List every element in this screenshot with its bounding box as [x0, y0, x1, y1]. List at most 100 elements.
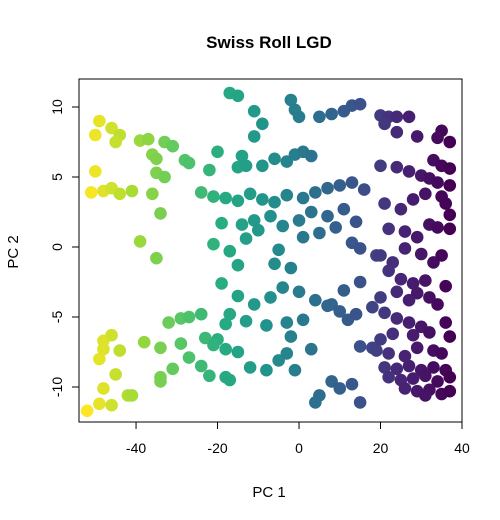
y-tick-label: -5: [49, 311, 65, 324]
data-point: [329, 221, 342, 234]
data-point: [93, 352, 106, 366]
data-point: [231, 258, 245, 272]
data-point: [394, 202, 408, 216]
data-point: [406, 277, 420, 290]
data-point: [150, 251, 163, 265]
data-point: [382, 347, 395, 360]
data-point: [313, 110, 326, 124]
data-point: [402, 293, 416, 307]
data-point: [88, 165, 102, 178]
data-point: [435, 347, 448, 360]
data-point: [410, 286, 424, 300]
data-point: [207, 338, 220, 352]
data-point: [370, 344, 383, 357]
data-point: [223, 244, 237, 258]
data-point: [239, 314, 253, 328]
data-point: [264, 291, 277, 304]
data-point: [251, 223, 265, 237]
data-point: [113, 344, 127, 357]
data-point: [199, 331, 212, 345]
data-point: [93, 114, 106, 128]
x-tick-label: 20: [373, 440, 389, 456]
data-point: [231, 194, 245, 208]
data-points: [80, 86, 457, 418]
data-point: [296, 313, 310, 327]
data-point: [264, 209, 277, 223]
data-point: [97, 382, 110, 395]
data-point: [113, 187, 127, 201]
data-point: [247, 298, 261, 311]
data-point: [353, 97, 367, 111]
data-point: [133, 235, 147, 248]
data-point: [382, 222, 395, 236]
data-point: [333, 305, 347, 318]
data-point: [431, 176, 444, 189]
data-point: [166, 362, 180, 376]
data-point: [109, 368, 122, 381]
data-point: [247, 130, 261, 143]
data-point: [443, 208, 457, 222]
data-point: [219, 317, 232, 331]
data-point: [292, 214, 306, 227]
data-point: [296, 191, 310, 205]
data-point: [427, 361, 440, 374]
data-point: [313, 226, 326, 240]
data-point: [406, 328, 420, 342]
data-point: [235, 218, 249, 231]
data-point: [154, 341, 167, 355]
data-point: [443, 370, 457, 384]
data-point: [390, 125, 404, 139]
data-point: [378, 117, 391, 131]
data-point: [309, 186, 322, 199]
data-point: [268, 257, 281, 271]
data-point: [105, 328, 118, 342]
data-point: [276, 281, 290, 294]
data-point: [154, 207, 167, 220]
data-point: [215, 277, 228, 290]
data-point: [321, 299, 334, 313]
data-point: [182, 310, 196, 324]
data-point: [435, 249, 448, 262]
data-point: [182, 351, 196, 364]
data-point: [406, 372, 420, 385]
data-point: [390, 285, 404, 299]
data-point: [256, 117, 269, 131]
data-point: [215, 216, 228, 230]
data-point: [378, 197, 391, 210]
data-point: [325, 107, 338, 121]
data-point: [345, 176, 359, 189]
data-point: [333, 382, 347, 395]
data-point: [304, 205, 318, 219]
data-point: [398, 225, 412, 238]
data-point: [182, 156, 196, 170]
data-point: [292, 110, 306, 124]
data-point: [207, 190, 220, 203]
data-point: [419, 389, 432, 402]
data-point: [166, 139, 180, 153]
data-point: [374, 249, 387, 262]
data-point: [443, 384, 457, 398]
data-point: [443, 135, 457, 149]
data-point: [288, 363, 302, 377]
y-axis-label: PC 2: [5, 235, 22, 268]
data-point: [419, 369, 432, 383]
data-point: [443, 179, 457, 192]
data-point: [337, 202, 351, 216]
data-point: [235, 149, 249, 163]
y-tick-label: 10: [49, 99, 65, 115]
data-point: [247, 214, 261, 227]
x-tick-label: 0: [295, 440, 303, 456]
data-point: [125, 389, 139, 402]
data-point: [276, 219, 290, 233]
data-point: [349, 307, 363, 321]
data-point: [296, 230, 310, 244]
x-axis-label: PC 1: [252, 484, 285, 501]
data-point: [84, 186, 98, 199]
data-point: [207, 237, 220, 251]
y-axis: -10 -5 0 5 10: [49, 99, 79, 397]
data-point: [304, 149, 318, 163]
data-point: [398, 349, 412, 363]
y-tick-label: 0: [49, 243, 65, 251]
data-point: [321, 209, 334, 223]
data-point: [194, 307, 208, 321]
